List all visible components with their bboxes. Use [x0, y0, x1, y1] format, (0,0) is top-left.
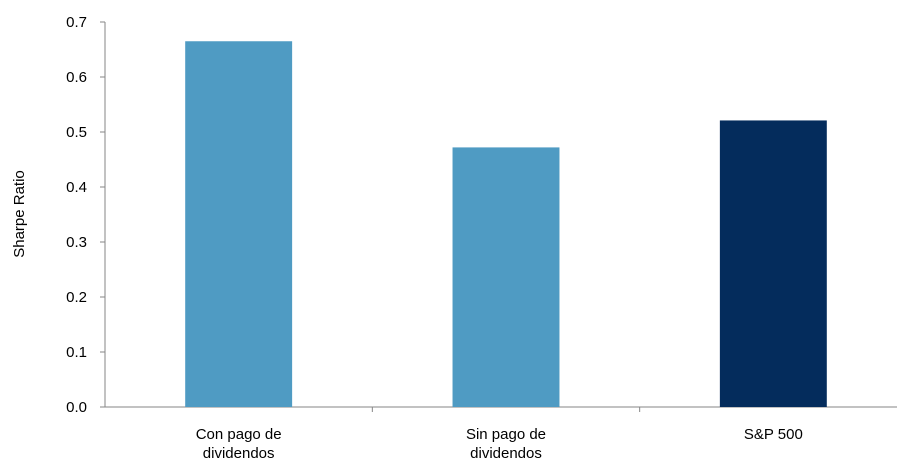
x-tick-label: dividendos [470, 445, 542, 462]
x-tick-label: Con pago de [196, 426, 282, 443]
bar [719, 120, 827, 407]
y-tick-label: 0.3 [66, 234, 87, 251]
y-tick-label: 0.7 [66, 14, 87, 31]
y-tick-label: 0.2 [66, 289, 87, 306]
y-tick-label: 0.1 [66, 344, 87, 361]
x-tick-label: dividendos [203, 445, 275, 462]
x-tick-labels: Con pago de dividendos Sin pago de dividend… [196, 426, 803, 462]
y-axis: 0.0 0.1 0.2 0.3 0.4 0.5 0.6 0.7 [66, 14, 106, 416]
y-tick-label: 0.0 [66, 399, 87, 416]
y-tick-label: 0.4 [66, 179, 87, 196]
bar [185, 41, 293, 407]
y-tick-label: 0.5 [66, 124, 87, 141]
bars [185, 41, 827, 407]
y-tick-label: 0.6 [66, 69, 87, 86]
bar [452, 147, 560, 407]
x-axis [105, 406, 897, 412]
x-tick-label: Sin pago de [466, 426, 546, 443]
x-tick-label: S&P 500 [744, 426, 803, 443]
y-axis-label: Sharpe Ratio [11, 170, 28, 258]
